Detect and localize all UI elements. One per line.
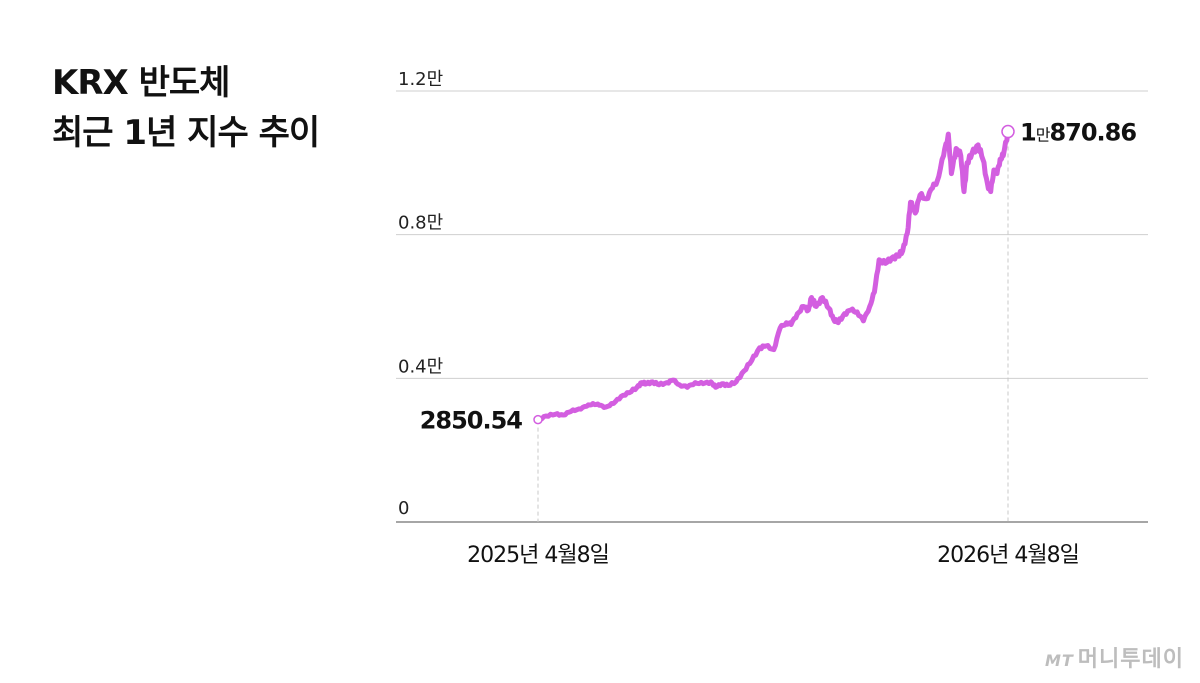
- y-tick-label: 1.2만: [398, 69, 443, 90]
- x-tick-label-end: 2026년 4월8일: [937, 543, 1079, 568]
- end-value-main: 1: [1020, 119, 1036, 147]
- logo: MT 머니투데이: [1045, 641, 1184, 673]
- y-axis-ticks: 0 0.4만 0.8만 1.2만: [398, 69, 443, 519]
- y-tick-label: 0: [398, 498, 409, 519]
- grid-lines: [396, 90, 1148, 523]
- x-tick-label-start: 2025년 4월8일: [467, 543, 609, 568]
- data-labels: 2850.54 1만870.86: [420, 119, 1138, 435]
- chart-title: KRX 반도체 최근 1년 지수 추이: [52, 58, 320, 158]
- x-axis-ticks: 2025년 4월8일 2026년 4월8일: [467, 543, 1080, 568]
- start-value-label: 2850.54: [420, 407, 523, 435]
- end-point: [1001, 124, 1015, 139]
- end-value-rest: 870.86: [1049, 119, 1136, 147]
- end-value-unit: 만: [1036, 126, 1051, 145]
- guide-lines: [537, 139, 1009, 522]
- title-line-2: 최근 1년 지수 추이: [52, 113, 320, 153]
- series-line: [535, 129, 1011, 423]
- title-line-1: KRX 반도체: [52, 63, 230, 103]
- endpoint-markers: [533, 124, 1015, 425]
- logo-mark: MT: [1044, 651, 1074, 670]
- logo-text: 머니투데이: [1077, 647, 1184, 672]
- y-tick-label: 0.8만: [398, 213, 443, 234]
- y-tick-label: 0.4만: [398, 356, 443, 377]
- start-point: [533, 414, 543, 425]
- end-value-label: 1만870.86: [1020, 119, 1136, 147]
